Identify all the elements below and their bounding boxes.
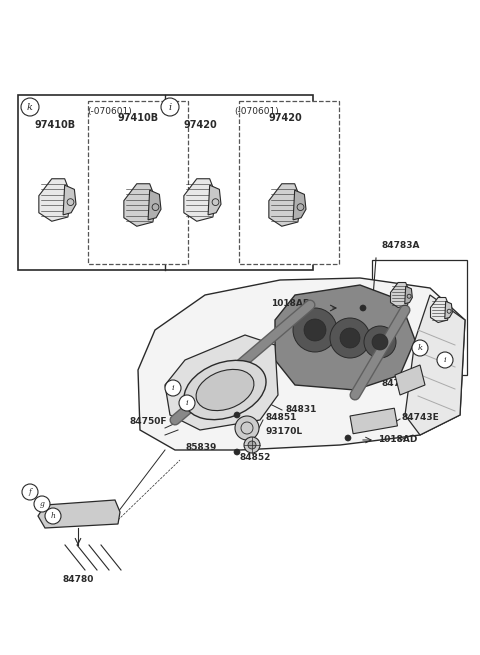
Polygon shape (269, 184, 301, 226)
Polygon shape (395, 365, 425, 395)
Ellipse shape (184, 360, 266, 420)
Text: i: i (186, 399, 188, 407)
Bar (18, 95, 313, 270)
Bar (88, 101, 188, 264)
Circle shape (235, 416, 259, 440)
Circle shape (364, 326, 396, 358)
Bar (372, 260, 467, 375)
Text: 97420: 97420 (268, 113, 302, 123)
Text: i: i (168, 102, 171, 111)
Circle shape (412, 340, 428, 356)
Text: 84780: 84780 (62, 576, 94, 584)
Text: 84783A: 84783A (382, 240, 420, 250)
Circle shape (372, 334, 388, 350)
Circle shape (45, 508, 61, 524)
Text: (-070601): (-070601) (88, 107, 132, 116)
Polygon shape (63, 185, 76, 215)
Polygon shape (124, 184, 156, 226)
Circle shape (22, 484, 38, 500)
Text: k: k (27, 102, 33, 111)
Text: i: i (172, 384, 174, 392)
Polygon shape (148, 190, 161, 220)
Circle shape (161, 98, 179, 116)
Text: 93170L: 93170L (265, 428, 302, 436)
Ellipse shape (196, 369, 254, 411)
Text: 1018AD: 1018AD (271, 299, 310, 309)
Text: i: i (444, 356, 446, 364)
Text: 84851: 84851 (265, 413, 296, 422)
Text: h: h (50, 512, 55, 520)
Text: 1018AD: 1018AD (378, 436, 418, 445)
Polygon shape (293, 190, 306, 220)
Circle shape (437, 352, 453, 368)
Polygon shape (208, 185, 221, 215)
Polygon shape (391, 282, 409, 307)
Bar (350, 408, 397, 434)
Circle shape (21, 98, 39, 116)
Text: 84750F: 84750F (130, 417, 168, 426)
Polygon shape (275, 285, 415, 390)
Text: 97410B: 97410B (35, 120, 75, 130)
Polygon shape (38, 500, 120, 528)
Polygon shape (184, 179, 216, 221)
Text: 85839: 85839 (185, 443, 216, 453)
Bar (239, 101, 339, 264)
Text: 84852: 84852 (240, 453, 271, 462)
Text: 84780H: 84780H (382, 379, 421, 388)
Circle shape (345, 435, 351, 441)
Circle shape (304, 319, 326, 341)
Circle shape (248, 441, 256, 449)
Text: 97420: 97420 (183, 120, 217, 130)
Circle shape (234, 412, 240, 418)
Text: (-070601): (-070601) (235, 107, 279, 116)
Text: 84831: 84831 (285, 405, 316, 415)
Circle shape (293, 308, 337, 352)
Polygon shape (405, 295, 465, 435)
Text: f: f (29, 488, 31, 496)
Polygon shape (39, 179, 71, 221)
Text: 84743E: 84743E (402, 413, 440, 422)
Circle shape (360, 305, 366, 311)
Polygon shape (405, 286, 412, 304)
Circle shape (165, 380, 181, 396)
Circle shape (34, 496, 50, 512)
Polygon shape (445, 301, 452, 319)
Text: k: k (418, 344, 422, 352)
Polygon shape (431, 297, 449, 322)
Polygon shape (138, 278, 465, 450)
Text: 97410B: 97410B (118, 113, 158, 123)
Text: g: g (39, 500, 45, 508)
Polygon shape (165, 335, 278, 430)
Circle shape (244, 437, 260, 453)
Circle shape (234, 449, 240, 455)
Circle shape (340, 328, 360, 348)
Circle shape (179, 395, 195, 411)
Circle shape (330, 318, 370, 358)
